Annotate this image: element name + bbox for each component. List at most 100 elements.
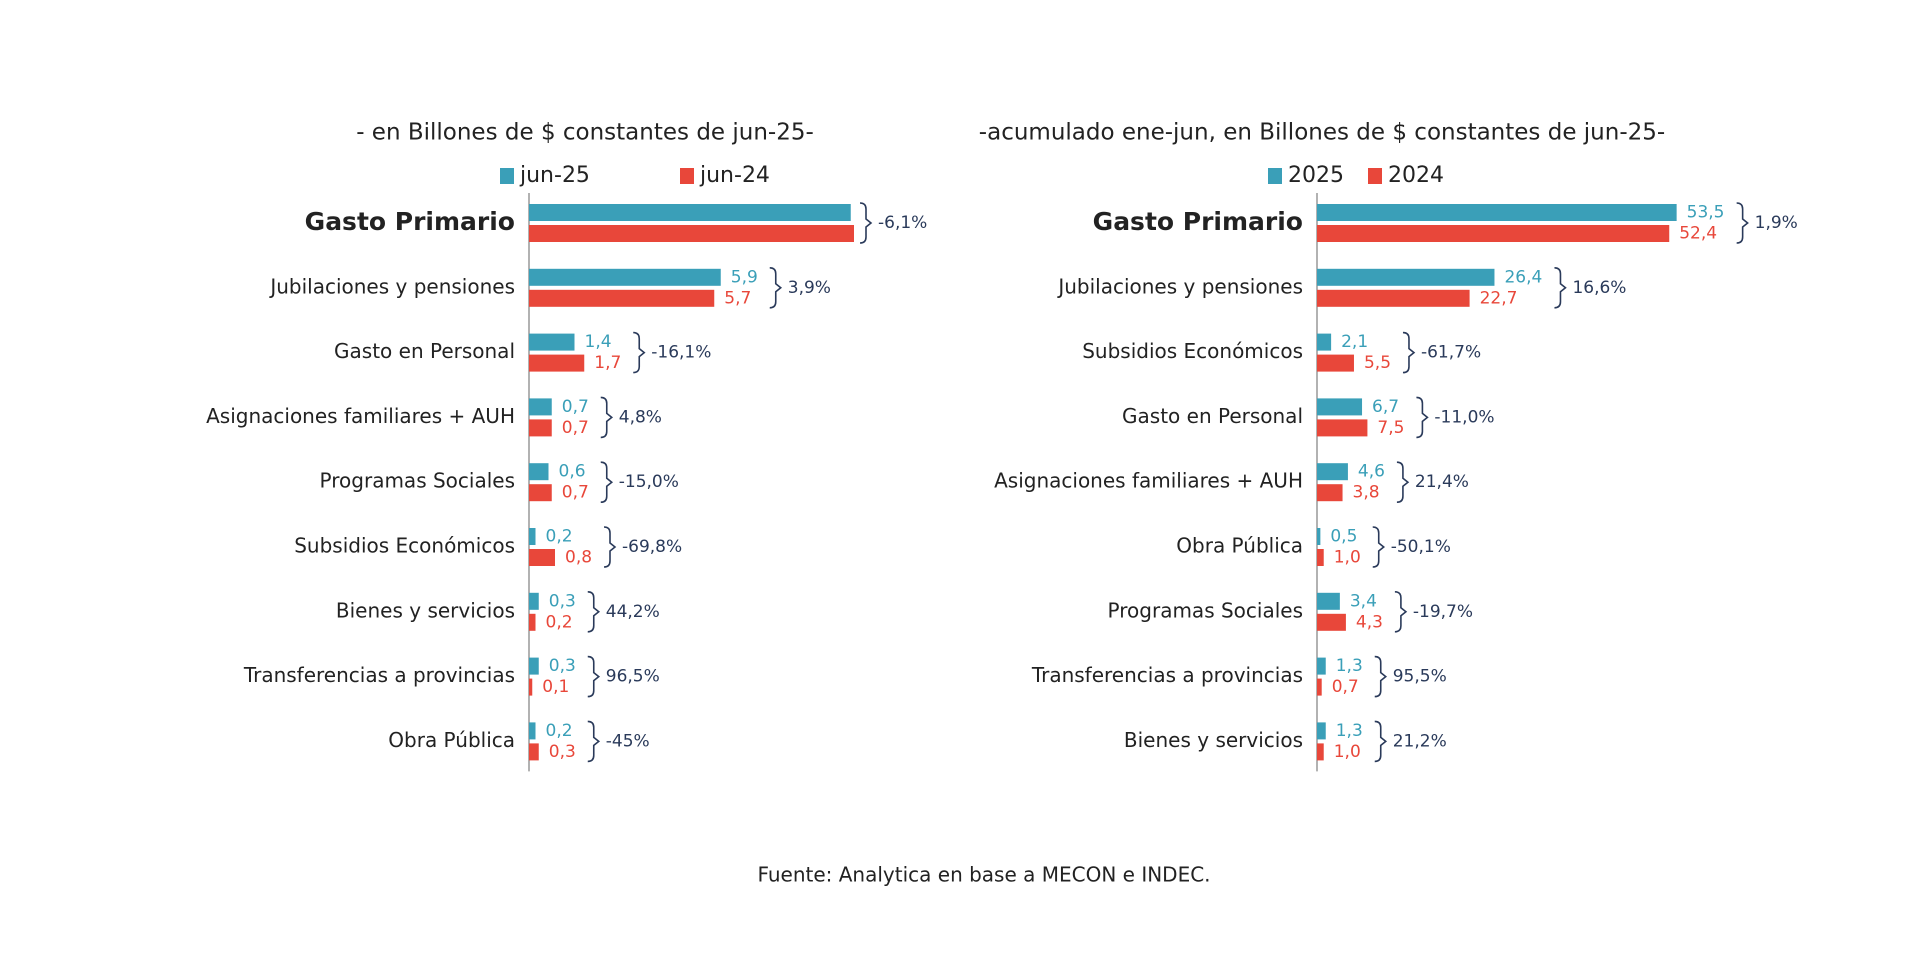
- change-label: 1,9%: [1755, 213, 1798, 233]
- category-label: Subsidios Económicos: [1082, 339, 1303, 363]
- bracket: [859, 202, 873, 244]
- legend-label: 2025: [1288, 163, 1344, 188]
- value-label: 5,9: [731, 267, 758, 287]
- bar: [529, 419, 552, 437]
- value-label: 4,6: [1358, 462, 1385, 482]
- legend-swatch: [1268, 168, 1282, 184]
- value-label: 1,0: [1334, 548, 1361, 568]
- value-label: 52,4: [1679, 224, 1717, 244]
- bar: [529, 657, 539, 675]
- value-label: 0,3: [549, 742, 576, 762]
- bracket: [633, 331, 646, 374]
- value-label: 0,7: [1332, 677, 1359, 697]
- category-label: Gasto en Personal: [1122, 404, 1303, 428]
- value-label: 0,2: [546, 527, 573, 547]
- bar: [1317, 613, 1346, 631]
- change-label: 16,6%: [1572, 278, 1626, 298]
- value-label: 5,7: [724, 288, 751, 308]
- bar: [1317, 289, 1470, 307]
- legend-label: jun-25: [519, 163, 590, 188]
- bar: [1317, 398, 1363, 416]
- bracket: [1374, 720, 1388, 763]
- bar: [529, 333, 575, 351]
- category-label: Gasto en Personal: [334, 339, 515, 363]
- value-label: 26,4: [1504, 267, 1542, 287]
- value-label: 6,7: [1372, 397, 1399, 417]
- category-label: Obra Pública: [388, 728, 515, 752]
- bracket: [1396, 461, 1410, 503]
- bar: [529, 528, 536, 545]
- value-label: 1,3: [1336, 656, 1363, 676]
- bracket: [1736, 202, 1749, 244]
- bar: [529, 289, 715, 307]
- category-label: Asignaciones familiares + AUH: [206, 404, 515, 428]
- value-label: 0,2: [546, 721, 573, 741]
- bar: [1317, 657, 1326, 675]
- bracket: [587, 591, 601, 633]
- category-label: Transferencias a provincias: [1031, 663, 1303, 687]
- bar: [1317, 722, 1326, 740]
- change-label: -69,8%: [622, 537, 682, 557]
- bar: [529, 722, 536, 740]
- bracket: [587, 655, 601, 698]
- category-label: Gasto Primario: [305, 207, 515, 236]
- bar: [1317, 743, 1324, 761]
- bracket: [1402, 331, 1416, 374]
- change-label: -15,0%: [619, 472, 679, 492]
- value-label: 1,4: [585, 332, 612, 352]
- bar: [1317, 463, 1348, 481]
- value-label: 5,5: [1364, 353, 1391, 373]
- bar: [529, 613, 536, 631]
- category-label: Jubilaciones y pensiones: [1056, 274, 1303, 298]
- category-label: Transferencias a provincias: [243, 663, 515, 687]
- value-label: 3,8: [1353, 483, 1380, 503]
- legend-label: 2024: [1388, 163, 1444, 188]
- value-label: 0,8: [565, 548, 592, 568]
- change-label: 95,5%: [1393, 667, 1447, 687]
- bar: [1317, 333, 1332, 351]
- change-label: -45%: [606, 731, 650, 751]
- bar: [529, 678, 533, 696]
- bar: [1317, 592, 1340, 610]
- value-label: 0,7: [562, 397, 589, 417]
- value-label: 3,4: [1350, 591, 1377, 611]
- value-label: 2,1: [1341, 332, 1368, 352]
- bar: [1317, 528, 1321, 545]
- value-label: 22,7: [1480, 288, 1518, 308]
- category-label: Gasto Primario: [1093, 207, 1303, 236]
- value-label: 0,7: [562, 418, 589, 438]
- category-label: Asignaciones familiares + AUH: [994, 469, 1303, 493]
- change-label: -50,1%: [1391, 537, 1451, 557]
- value-label: 0,1: [542, 677, 569, 697]
- bracket: [603, 526, 617, 568]
- change-label: -6,1%: [878, 213, 927, 233]
- value-label: 0,6: [559, 462, 586, 482]
- bracket: [587, 720, 601, 763]
- bar: [529, 398, 552, 416]
- category-label: Programas Sociales: [320, 469, 515, 493]
- category-label: Obra Pública: [1176, 534, 1303, 558]
- bar: [1317, 225, 1670, 242]
- chart-title: -acumulado ene-jun, en Billones de $ con…: [979, 120, 1665, 146]
- change-label: 21,4%: [1415, 472, 1469, 492]
- bar: [529, 743, 539, 761]
- value-label: 1,0: [1334, 742, 1361, 762]
- value-label: 7,5: [1377, 418, 1404, 438]
- value-label: 0,5: [1330, 527, 1357, 547]
- category-label: Jubilaciones y pensiones: [268, 274, 515, 298]
- change-label: 4,8%: [619, 407, 662, 427]
- value-label: 4,3: [1356, 612, 1383, 632]
- change-label: 21,2%: [1393, 731, 1447, 751]
- value-label: 1,7: [594, 353, 621, 373]
- bar: [529, 592, 539, 610]
- bar: [529, 204, 851, 221]
- change-label: 96,5%: [606, 667, 660, 687]
- bracket: [1374, 655, 1388, 698]
- bar: [529, 549, 555, 566]
- bracket: [1554, 267, 1567, 309]
- source: Fuente: Analytica en base a MECON e INDE…: [757, 863, 1210, 887]
- bar: [1317, 268, 1495, 286]
- legend-label: jun-24: [699, 163, 770, 188]
- category-label: Bienes y servicios: [1124, 728, 1303, 752]
